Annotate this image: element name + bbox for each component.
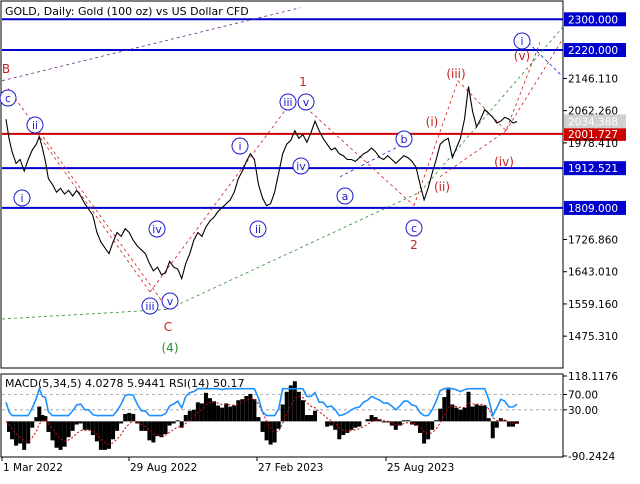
- wave-label-15: a: [342, 190, 349, 203]
- wave-label-circle-2: [26, 116, 44, 134]
- wave-label-13: v: [303, 96, 310, 109]
- x-tick-label-1: 29 Aug 2022: [130, 462, 197, 474]
- wave-label-20: (ii): [434, 180, 450, 194]
- wave-label-3: i: [20, 192, 23, 205]
- wave-label-2: ii: [32, 119, 38, 132]
- wave-label-circle-10: [249, 220, 267, 238]
- level-tag-bg-0: [564, 12, 626, 27]
- level-tag-bg-7: [564, 200, 626, 215]
- wave-label-5: iii: [145, 300, 154, 313]
- y-tick-label-6: 1912.521: [568, 163, 618, 175]
- y-tick-label-9: 1643.010: [568, 267, 618, 279]
- price-series-line: [5, 86, 518, 281]
- wave-label-18: 2: [410, 238, 418, 252]
- level-tag-bg-1: [564, 43, 626, 58]
- current-price-label: 2034.388: [568, 116, 618, 128]
- y-tick-label-2: 2146.110: [568, 73, 618, 85]
- y-tick-label-11: 1475.310: [568, 331, 618, 343]
- y-tick-label-8: 1726.860: [568, 234, 618, 246]
- chart-title: GOLD, Daily: Gold (100 oz) vs US Dollar …: [5, 5, 249, 18]
- wave-label-22: (iv): [494, 155, 514, 169]
- wave-label-circle-14: [292, 157, 310, 175]
- wave-label-1: c: [5, 92, 11, 105]
- wave-label-14: iv: [296, 160, 306, 173]
- wave-label-0: B: [2, 62, 10, 76]
- x-tick-label-0: 1 Mar 2022: [3, 462, 63, 474]
- wave-label-8: (4): [162, 341, 179, 355]
- y-tick-label-4: 2001.727: [568, 129, 618, 141]
- wave-label-circle-5: [141, 297, 159, 315]
- wave-label-circle-3: [13, 189, 31, 207]
- y-tick-label-7: 1809.000: [568, 203, 618, 215]
- wave-label-7: C: [164, 320, 172, 334]
- wave-guide-8: [505, 38, 564, 131]
- macd-signal-line: [5, 395, 518, 445]
- y-tick-label-0: 2300.000: [568, 14, 618, 26]
- wave-label-4: iv: [152, 223, 162, 236]
- ind-y-tick-label-2: 30.00: [568, 405, 598, 417]
- wave-label-21: (iii): [446, 67, 465, 81]
- wave-label-24: i: [520, 35, 523, 48]
- wave-label-circle-1: [0, 89, 17, 107]
- wave-label-19: (i): [426, 115, 439, 129]
- main-pane-frame: [0, 0, 564, 369]
- wave-label-9: i: [238, 140, 241, 153]
- wave-guide-4: [413, 42, 541, 206]
- level-tag-bg-4: [564, 126, 626, 141]
- indicator-layer: [2, 381, 563, 450]
- indicator-title: MACD(5,34,5) 4.0278 5.9441 RSI(14) 50.17: [5, 377, 244, 390]
- wave-label-circle-4: [148, 220, 166, 238]
- price-layer: [5, 86, 518, 281]
- wave-label-10: ii: [255, 223, 261, 236]
- ind-y-tick-label-0: 118.1176: [568, 371, 618, 383]
- wave-label-circle-15: [336, 187, 354, 205]
- x-tick-label-3: 25 Aug 2023: [387, 462, 454, 474]
- wave-guide-7: [339, 138, 415, 178]
- wave-guide-0: [1, 26, 564, 320]
- wave-label-circle-9: [231, 137, 249, 155]
- axis-layer: 2300.0002220.0002146.1102062.2602001.727…: [1, 12, 626, 474]
- wave-label-circle-13: [297, 93, 315, 111]
- rsi-line: [5, 386, 518, 418]
- wave-label-circle-17: [405, 219, 423, 237]
- x-tick-label-2: 27 Feb 2023: [258, 462, 323, 474]
- wave-label-circle-6: [161, 292, 179, 310]
- wave-label-16: b: [401, 133, 408, 146]
- ind-y-tick-label-1: 70.00: [568, 389, 598, 401]
- level-tag-bg-6: [564, 161, 626, 176]
- current-price-tag-bg: [564, 114, 626, 129]
- wave-guide-5: [29, 122, 151, 293]
- wave-label-17: c: [411, 222, 417, 235]
- wave-label-circle-16: [395, 130, 413, 148]
- wave-label-11: 1: [299, 75, 307, 89]
- wave-label-6: v: [167, 295, 174, 308]
- y-tick-label-1: 2220.000: [568, 45, 618, 57]
- wave-guide-10: [439, 130, 507, 178]
- wave-label-circle-12: [279, 93, 297, 111]
- y-tick-label-5: 1978.410: [568, 138, 618, 150]
- ind-y-tick-label-3: -90.2424: [568, 451, 616, 463]
- wave-label-23: (v): [514, 49, 530, 63]
- levels-layer: [2, 18, 563, 209]
- wave-label-12: iii: [283, 96, 292, 109]
- wave-label-circle-24: [513, 32, 531, 50]
- y-tick-label-10: 1559.160: [568, 299, 618, 311]
